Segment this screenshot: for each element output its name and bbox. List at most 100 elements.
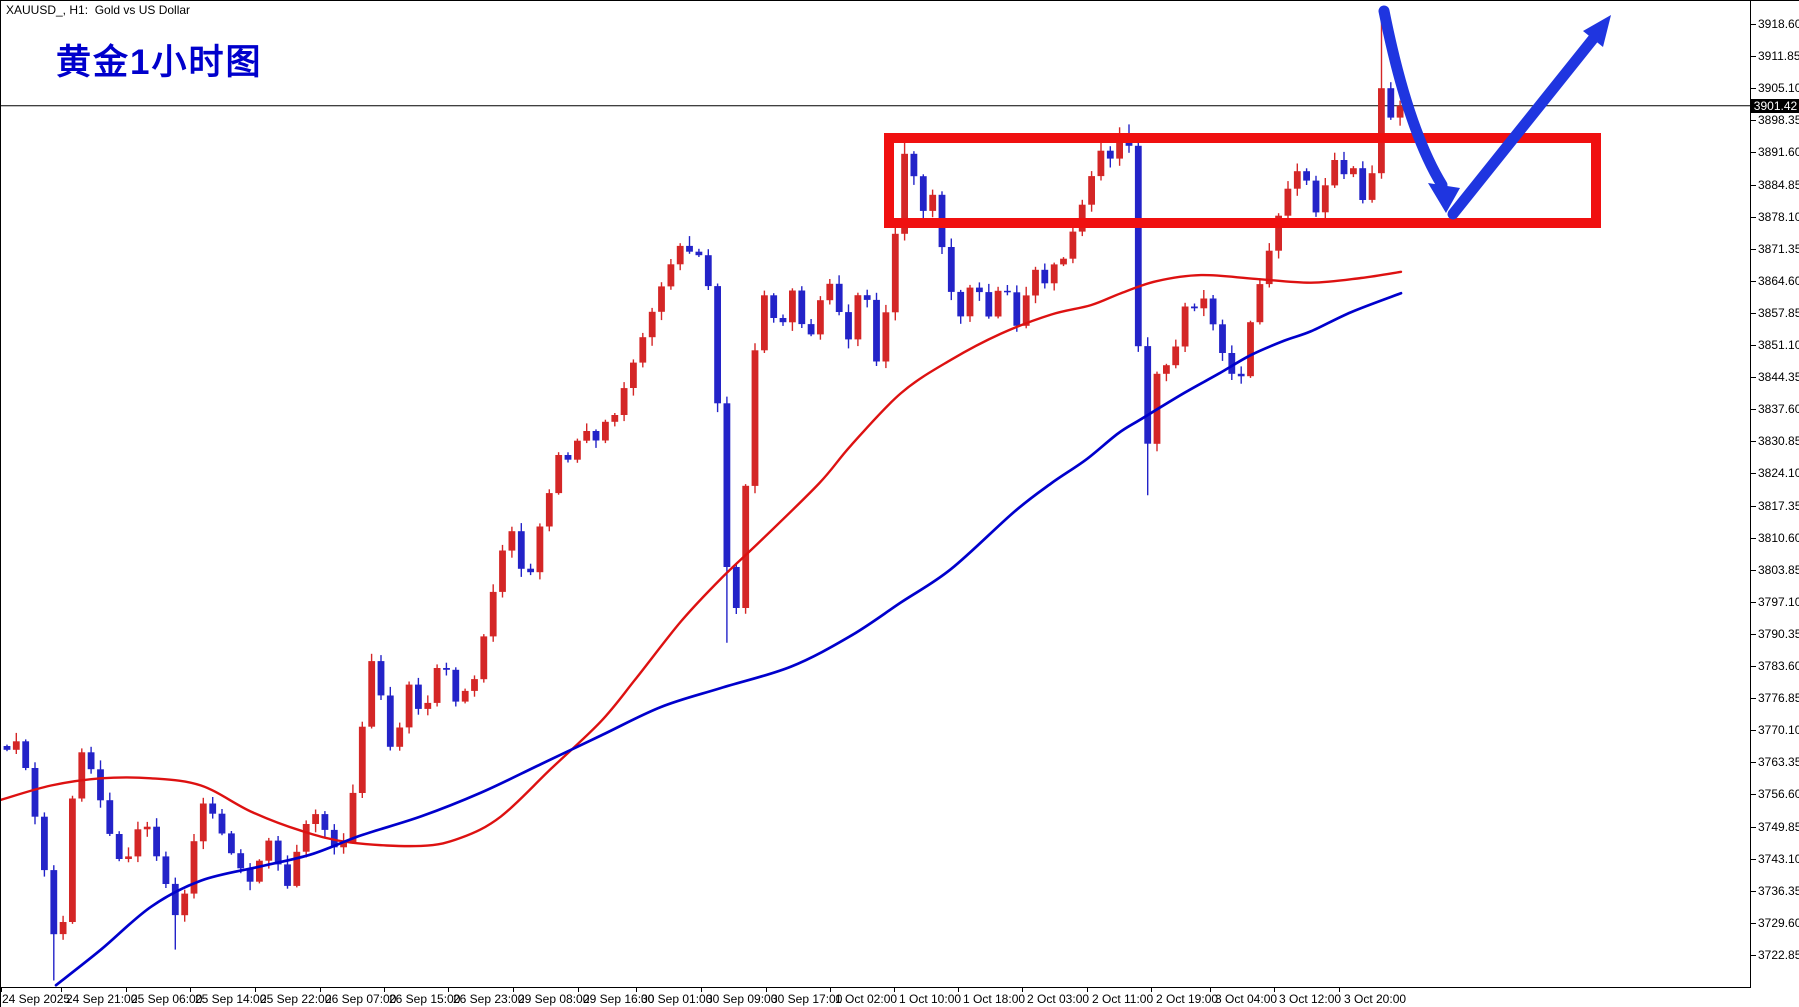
price-tick-label: 3878.10 <box>1758 209 1799 224</box>
price-tick-label: 3790.35 <box>1758 626 1799 641</box>
price-tick-mark <box>1751 890 1756 892</box>
time-tick-label: 25 Sep 22:00 <box>260 992 332 1006</box>
price-tick-mark <box>1751 601 1756 603</box>
time-tick-mark <box>1210 988 1211 992</box>
price-tick-mark <box>1751 441 1756 443</box>
price-tick-label: 3891.60 <box>1758 145 1799 160</box>
chart-symbol-title: XAUUSD_, H1: Gold vs US Dollar <box>6 3 191 17</box>
time-tick-label: 2 Oct 19:00 <box>1156 992 1219 1006</box>
price-tick-label: 3803.85 <box>1758 562 1799 577</box>
price-tick-label: 3749.85 <box>1758 819 1799 834</box>
time-tick-mark <box>448 988 449 992</box>
time-tick-mark <box>636 988 637 992</box>
price-tick-mark <box>1751 537 1756 539</box>
price-tick-mark <box>1751 312 1756 314</box>
price-tick-mark <box>1751 633 1756 635</box>
time-tick-label: 1 Oct 02:00 <box>835 992 898 1006</box>
price-tick-label: 3763.35 <box>1758 755 1799 770</box>
price-tick-mark <box>1751 56 1756 58</box>
price-tick-label: 3864.60 <box>1758 273 1799 288</box>
price-tick-label: 3918.60 <box>1758 17 1799 31</box>
time-tick-mark <box>958 988 959 992</box>
price-tick-label: 3871.35 <box>1758 241 1799 256</box>
time-tick-mark <box>384 988 385 992</box>
price-tick-mark <box>1751 248 1756 250</box>
time-tick-label: 2 Oct 11:00 <box>1092 992 1154 1006</box>
time-tick-label: 25 Sep 06:00 <box>131 992 203 1006</box>
time-tick-mark <box>1274 988 1275 992</box>
price-tick-label: 3851.10 <box>1758 338 1799 352</box>
price-tick-mark <box>1751 762 1756 764</box>
time-tick-label: 25 Sep 14:00 <box>195 992 267 1006</box>
time-tick-label: 30 Sep 17:00 <box>771 992 843 1006</box>
price-tick-mark <box>1751 922 1756 924</box>
price-tick-mark <box>1751 120 1756 122</box>
price-tick-mark <box>1751 666 1756 667</box>
time-tick-mark <box>513 988 514 992</box>
ma-fast-red <box>1 270 1403 848</box>
price-tick-label: 3783.60 <box>1758 659 1799 673</box>
price-tick-label: 3884.85 <box>1758 177 1799 192</box>
price-tick-mark <box>1751 473 1756 475</box>
time-tick-mark <box>255 988 256 992</box>
price-tick-mark <box>1751 826 1756 828</box>
price-tick-label: 3736.35 <box>1758 883 1799 898</box>
time-tick-mark <box>701 988 702 992</box>
time-tick-label: 26 Sep 15:00 <box>389 992 461 1006</box>
price-tick-mark <box>1751 216 1756 218</box>
price-tick-label: 3911.85 <box>1758 49 1799 64</box>
price-tick-label: 3844.35 <box>1758 370 1799 385</box>
price-tick-mark <box>1751 377 1756 379</box>
price-tick-mark <box>1751 569 1756 571</box>
time-tick-mark <box>1087 988 1088 992</box>
resistance-zone-rectangle <box>884 133 1601 228</box>
time-tick-label: 24 Sep 21:00 <box>66 992 138 1006</box>
time-tick-mark <box>1022 988 1023 992</box>
time-tick-label: 24 Sep 2025 <box>2 992 71 1006</box>
time-tick-label: 26 Sep 23:00 <box>453 992 525 1006</box>
time-tick-label: 1 Oct 18:00 <box>963 992 1026 1006</box>
time-tick-mark <box>320 988 321 992</box>
price-tick-mark <box>1751 280 1756 282</box>
price-tick-label: 3898.35 <box>1758 113 1799 128</box>
price-tick-label: 3905.10 <box>1758 81 1799 96</box>
projected-pullback-arrow <box>1378 5 1460 213</box>
price-tick-label: 3722.85 <box>1758 947 1799 962</box>
time-tick-label: 1 Oct 10:00 <box>899 992 962 1006</box>
ma-slow-blue <box>54 291 1403 987</box>
plot-area[interactable] <box>1 1 1751 988</box>
time-tick-mark <box>1151 988 1152 992</box>
time-tick-mark <box>1 988 2 992</box>
time-tick-mark <box>1339 988 1340 992</box>
price-tick-label: 3837.60 <box>1758 402 1799 417</box>
time-tick-label: 2 Oct 03:00 <box>1027 992 1090 1006</box>
price-tick-label: 3770.10 <box>1758 723 1799 738</box>
price-tick-label: 3810.60 <box>1758 530 1799 545</box>
time-tick-label: 29 Sep 16:00 <box>583 992 655 1006</box>
price-tick-label: 3797.10 <box>1758 594 1799 609</box>
time-tick-mark <box>578 988 579 992</box>
price-tick-mark <box>1751 88 1756 90</box>
time-tick-mark <box>190 988 191 992</box>
time-tick-label: 29 Sep 08:00 <box>518 992 590 1006</box>
price-tick-mark <box>1751 794 1756 796</box>
time-tick-label: 3 Oct 20:00 <box>1344 992 1407 1006</box>
price-tick-label: 3776.85 <box>1758 691 1799 706</box>
price-tick-mark <box>1751 858 1756 860</box>
price-tick-label: 3817.35 <box>1758 498 1799 513</box>
projected-rally-arrow <box>1447 15 1611 220</box>
price-tick-label: 3729.60 <box>1758 915 1799 930</box>
price-tick-mark <box>1751 698 1756 700</box>
candles <box>3 19 1404 981</box>
time-tick-label: 3 Oct 04:00 <box>1215 992 1278 1006</box>
current-price-label: 3901.42 <box>1751 99 1799 113</box>
price-tick-mark <box>1751 24 1756 25</box>
time-tick-label: 30 Sep 01:00 <box>641 992 713 1006</box>
price-tick-mark <box>1751 345 1756 346</box>
candlestick-chart[interactable] <box>1 1 1750 987</box>
price-tick-mark <box>1751 505 1756 507</box>
price-tick-label: 3857.85 <box>1758 305 1799 320</box>
price-tick-mark <box>1751 184 1756 186</box>
price-tick-mark <box>1751 152 1756 154</box>
